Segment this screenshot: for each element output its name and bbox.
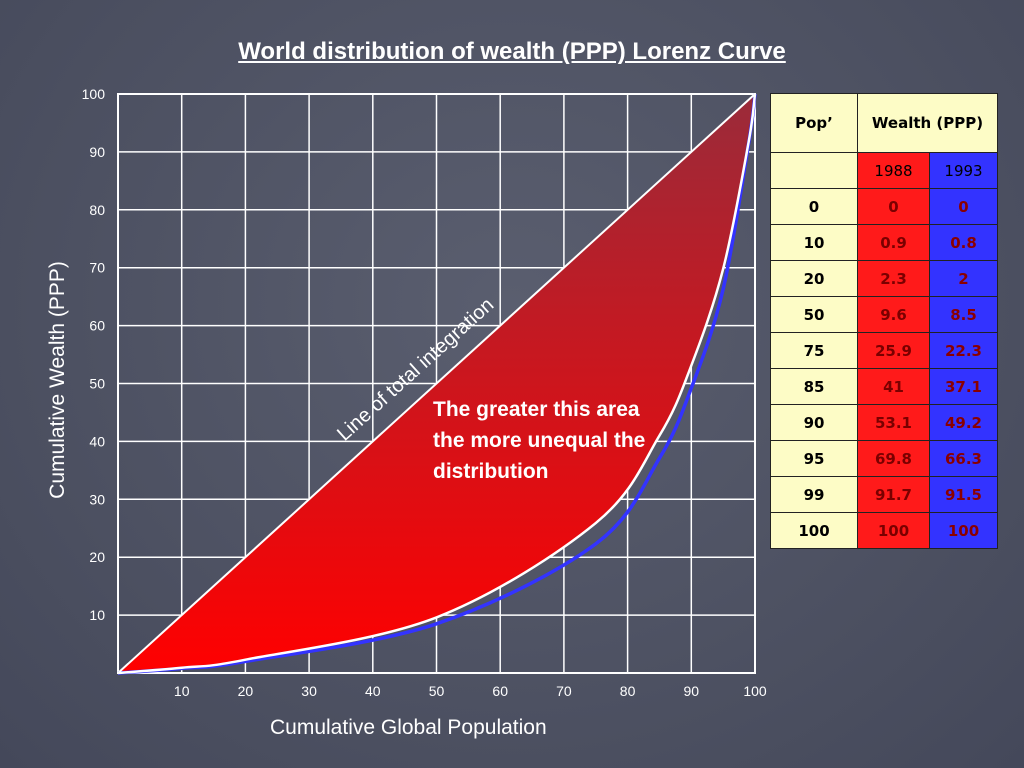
row-1988-cell: 69.8 <box>857 440 930 477</box>
row-pop-cell: 20 <box>770 260 858 297</box>
row-pop-cell: 90 <box>770 404 858 441</box>
row-1988-cell: 2.3 <box>857 260 930 297</box>
y-tick-label: 10 <box>89 607 105 623</box>
table-row: 85 41 37.1 <box>770 368 998 405</box>
header-year-1993: 1993 <box>929 152 998 189</box>
x-tick-label: 50 <box>429 683 445 699</box>
row-pop-cell: 99 <box>770 476 858 513</box>
row-1988-cell: 91.7 <box>857 476 930 513</box>
row-1993-cell: 22.3 <box>929 332 998 369</box>
y-axis-label: Cumulative Wealth (PPP) <box>46 261 69 499</box>
table-row: 99 91.7 91.5 <box>770 476 998 513</box>
y-tick-label: 20 <box>89 549 105 565</box>
x-tick-label: 80 <box>620 683 636 699</box>
row-pop-cell: 50 <box>770 296 858 333</box>
y-tick-label: 60 <box>89 318 105 334</box>
row-pop-cell: 0 <box>770 188 858 225</box>
row-1988-cell: 25.9 <box>857 332 930 369</box>
row-pop-cell: 100 <box>770 512 858 549</box>
wealth-data-table: Pop’ Wealth (PPP) 1988 1993 0 0 0 10 0.9 0.8 2… <box>770 93 998 549</box>
x-tick-label: 20 <box>238 683 254 699</box>
y-tick-label: 40 <box>89 433 105 449</box>
table-row: 50 9.6 8.5 <box>770 296 998 333</box>
x-tick-label: 30 <box>301 683 317 699</box>
table-header-row: Pop’ Wealth (PPP) <box>770 93 998 153</box>
row-1993-cell: 49.2 <box>929 404 998 441</box>
x-tick-label: 70 <box>556 683 572 699</box>
lorenz-curve-1988 <box>117 93 757 675</box>
row-pop-cell: 95 <box>770 440 858 477</box>
x-axis-label: Cumulative Global Population <box>270 716 547 739</box>
axis-ticks: 10 20 30 40 50 60 70 80 90 100 10 20 30 40 50 60 70 80 90 1… <box>82 86 767 699</box>
row-1988-cell: 9.6 <box>857 296 930 333</box>
row-1993-cell: 0 <box>929 188 998 225</box>
x-tick-label: 60 <box>492 683 508 699</box>
header-pop: Pop’ <box>770 93 858 153</box>
lorenz-curve-1993 <box>117 93 757 675</box>
row-1988-cell: 41 <box>857 368 930 405</box>
x-tick-label: 100 <box>743 683 767 699</box>
header-year-1988: 1988 <box>857 152 930 189</box>
x-tick-label: 40 <box>365 683 381 699</box>
x-tick-label: 10 <box>174 683 190 699</box>
row-1993-cell: 37.1 <box>929 368 998 405</box>
row-pop-cell: 85 <box>770 368 858 405</box>
row-1988-cell: 0.9 <box>857 224 930 261</box>
blank-cell <box>770 152 858 189</box>
table-row: 90 53.1 49.2 <box>770 404 998 441</box>
y-tick-label: 90 <box>89 144 105 160</box>
table-row: 95 69.8 66.3 <box>770 440 998 477</box>
inequality-annotation: The greater this area the more unequal t… <box>433 398 646 483</box>
table-row: 75 25.9 22.3 <box>770 332 998 369</box>
x-tick-label: 90 <box>684 683 700 699</box>
y-tick-label: 30 <box>89 491 105 507</box>
y-tick-label: 100 <box>82 86 106 102</box>
row-1993-cell: 0.8 <box>929 224 998 261</box>
row-1988-cell: 53.1 <box>857 404 930 441</box>
row-1993-cell: 91.5 <box>929 476 998 513</box>
table-row: 10 0.9 0.8 <box>770 224 998 261</box>
header-wealth: Wealth (PPP) <box>857 93 998 153</box>
row-1993-cell: 66.3 <box>929 440 998 477</box>
row-pop-cell: 10 <box>770 224 858 261</box>
y-tick-label: 80 <box>89 202 105 218</box>
chart-title: World distribution of wealth (PPP) Loren… <box>238 38 786 65</box>
y-tick-label: 50 <box>89 376 105 392</box>
row-1993-cell: 100 <box>929 512 998 549</box>
row-1993-cell: 2 <box>929 260 998 297</box>
table-row: 100 100 100 <box>770 512 998 549</box>
equality-line <box>117 93 756 674</box>
table-row: 20 2.3 2 <box>770 260 998 297</box>
row-1988-cell: 0 <box>857 188 930 225</box>
row-1988-cell: 100 <box>857 512 930 549</box>
row-1993-cell: 8.5 <box>929 296 998 333</box>
y-tick-label: 70 <box>89 260 105 276</box>
table-year-row: 1988 1993 <box>770 152 998 189</box>
row-pop-cell: 75 <box>770 332 858 369</box>
